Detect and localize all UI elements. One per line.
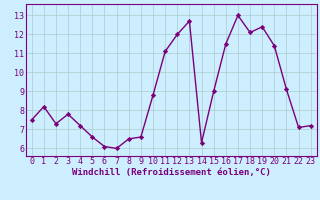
X-axis label: Windchill (Refroidissement éolien,°C): Windchill (Refroidissement éolien,°C)	[72, 168, 271, 177]
